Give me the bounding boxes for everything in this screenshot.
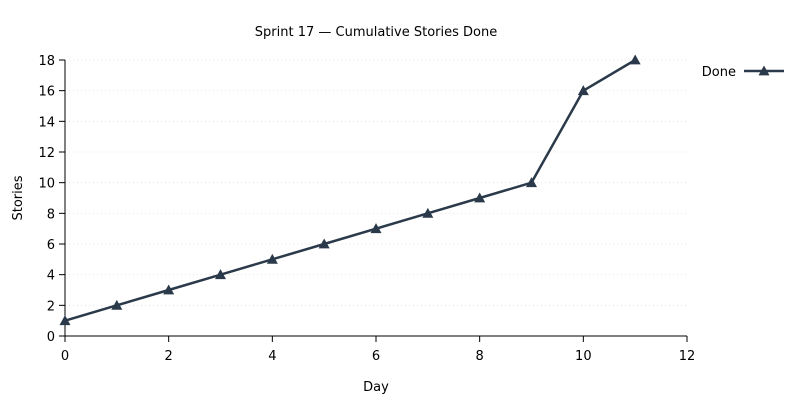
data-point-marker [266, 253, 278, 264]
legend: Done [702, 65, 784, 80]
y-tick-label: 0 [47, 330, 55, 345]
data-point-marker [370, 223, 382, 234]
data-point-marker [422, 207, 434, 218]
legend-swatch-marker [758, 65, 770, 76]
data-point-marker [577, 85, 589, 96]
x-tick-label: 8 [476, 349, 484, 364]
x-axis-ticks: 0 2 4 6 8 10 12 [61, 336, 695, 364]
grid-lines [65, 59, 687, 306]
data-point-marker [629, 54, 641, 65]
data-point-marker [59, 315, 71, 326]
x-tick-label: 6 [372, 349, 380, 364]
data-point-marker [526, 177, 537, 188]
y-tick-label: 16 [38, 85, 55, 100]
chart-title: Sprint 17 — Cumulative Stories Done [255, 25, 497, 40]
y-tick-label: 6 [47, 238, 55, 253]
data-point-marker [111, 299, 123, 310]
x-axis-title: Day [363, 380, 389, 395]
y-tick-label: 12 [38, 146, 55, 161]
series-done [59, 54, 641, 326]
x-tick-label: 2 [165, 349, 173, 364]
x-tick-label: 4 [268, 349, 276, 364]
data-point-marker [318, 238, 330, 249]
axes [64, 60, 687, 337]
y-axis-ticks: 0 2 4 6 8 10 12 14 16 18 [38, 54, 65, 345]
x-tick-label: 0 [61, 349, 69, 364]
data-point-marker [163, 284, 175, 295]
y-tick-label: 10 [38, 177, 55, 192]
legend-label-done: Done [702, 65, 736, 80]
x-tick-label: 10 [575, 349, 592, 364]
y-tick-label: 18 [38, 54, 55, 69]
x-tick-label: 12 [679, 349, 696, 364]
data-point-marker [474, 192, 486, 203]
y-tick-label: 4 [47, 269, 55, 284]
data-point-marker [215, 269, 226, 280]
y-tick-label: 2 [47, 299, 55, 314]
y-tick-label: 8 [47, 207, 55, 222]
series-line-done [64, 58, 636, 322]
y-axis-title: Stories [11, 175, 26, 220]
y-tick-label: 14 [38, 115, 55, 130]
